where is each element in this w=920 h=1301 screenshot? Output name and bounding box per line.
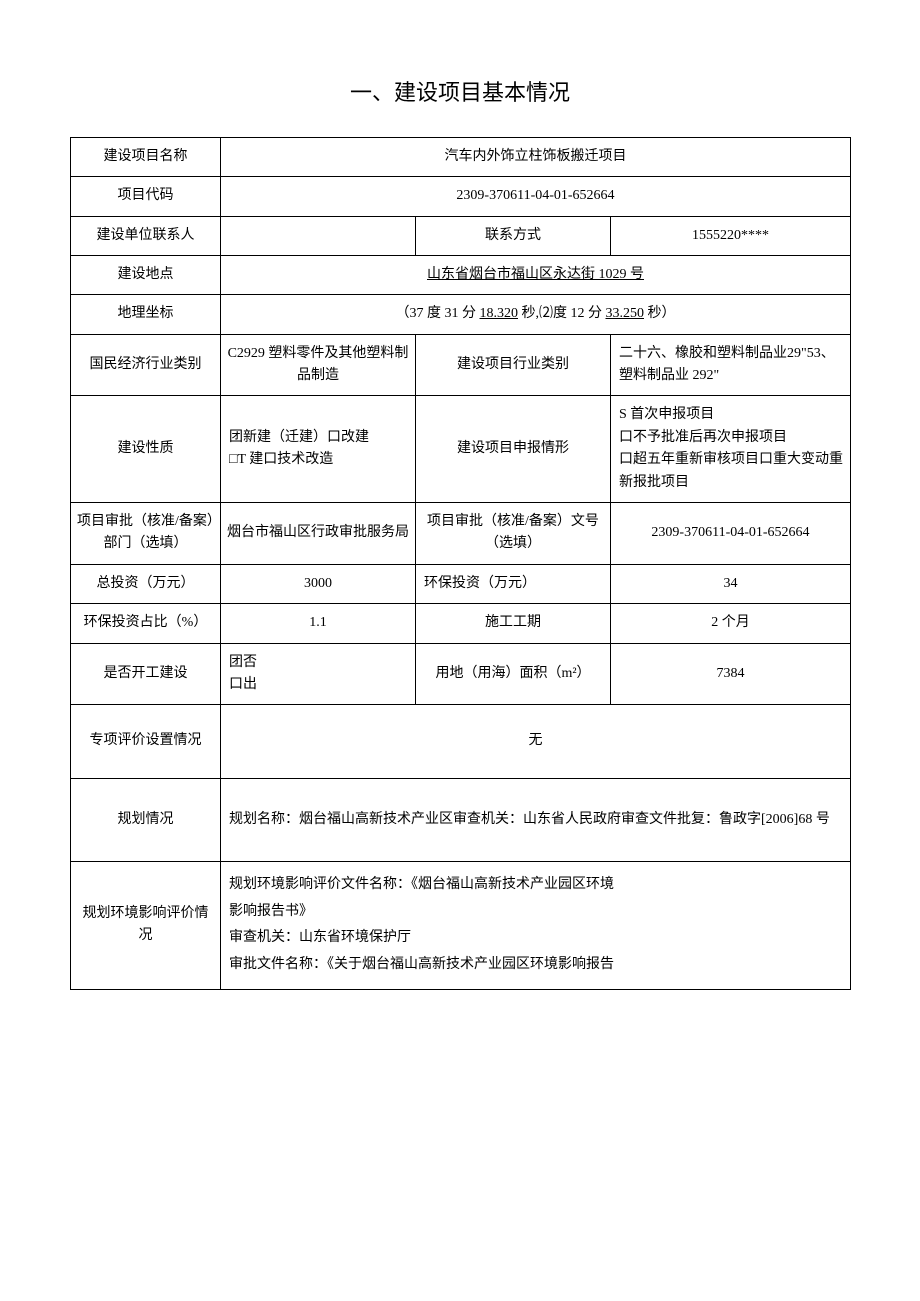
label-declare-type: 建设项目申报情形 xyxy=(416,396,611,503)
label-planning: 规划情况 xyxy=(71,778,221,861)
table-row: 规划情况 规划名称：烟台福山高新技术产业区审查机关：山东省人民政府审查文件批复：… xyxy=(71,778,851,861)
label-started: 是否开工建设 xyxy=(71,643,221,705)
value-proj-industry: 二十六、橡胶和塑料制品业29"53、塑料制品业 292" xyxy=(611,334,851,396)
table-row: 是否开工建设 团否 口出 用地（用海）面积（m²） 7384 xyxy=(71,643,851,705)
value-contact-method: 1555220**** xyxy=(611,216,851,255)
value-env-invest: 34 xyxy=(611,564,851,603)
table-row: 项目代码 2309-370611-04-01-652664 xyxy=(71,177,851,216)
value-approval-dept: 烟台市福山区行政审批服务局 xyxy=(221,503,416,565)
value-project-name: 汽车内外饰立柱饰板搬迁项目 xyxy=(221,137,851,176)
value-land-area: 7384 xyxy=(611,643,851,705)
value-special-eval: 无 xyxy=(221,705,851,778)
table-row: 总投资（万元） 3000 环保投资（万元） 34 xyxy=(71,564,851,603)
value-approval-num: 2309-370611-04-01-652664 xyxy=(611,503,851,565)
label-contact-method: 联系方式 xyxy=(416,216,611,255)
table-row: 专项评价设置情况 无 xyxy=(71,705,851,778)
table-row: 国民经济行业类别 C2929 塑料零件及其他塑料制品制造 建设项目行业类别 二十… xyxy=(71,334,851,396)
label-approval-num: 项目审批（核准/备案）文号（选填） xyxy=(416,503,611,565)
coords-pre: （37 度 31 分 xyxy=(396,306,480,321)
label-land-area: 用地（用海）面积（m²） xyxy=(416,643,611,705)
coords-mid: 秒,⑵度 12 分 xyxy=(518,306,606,321)
table-row: 环保投资占比（%） 1.1 施工工期 2 个月 xyxy=(71,604,851,643)
label-total-invest: 总投资（万元） xyxy=(71,564,221,603)
table-row: 建设单位联系人 联系方式 1555220**** xyxy=(71,216,851,255)
value-env-ratio: 1.1 xyxy=(221,604,416,643)
label-nature: 建设性质 xyxy=(71,396,221,503)
table-row: 建设项目名称 汽车内外饰立柱饰板搬迁项目 xyxy=(71,137,851,176)
label-env-ratio: 环保投资占比（%） xyxy=(71,604,221,643)
value-planning: 规划名称：烟台福山高新技术产业区审查机关：山东省人民政府审查文件批复：鲁政字[2… xyxy=(221,778,851,861)
value-started: 团否 口出 xyxy=(221,643,416,705)
value-location: 山东省烟台市福山区永达街 1029 号 xyxy=(221,255,851,294)
coords-post: 秒） xyxy=(644,306,676,321)
value-declare-type: S 首次申报项目 口不予批准后再次申报项目 口超五年重新审核项目口重大变动重新报… xyxy=(611,396,851,503)
value-period: 2 个月 xyxy=(611,604,851,643)
label-approval-dept: 项目审批（核准/备案）部门（选填） xyxy=(71,503,221,565)
table-row: 项目审批（核准/备案）部门（选填） 烟台市福山区行政审批服务局 项目审批（核准/… xyxy=(71,503,851,565)
coords-u1: 18.320 xyxy=(480,306,519,321)
label-project-code: 项目代码 xyxy=(71,177,221,216)
label-location: 建设地点 xyxy=(71,255,221,294)
value-nature: 团新建（迁建）口改建 □T 建口技术改造 xyxy=(221,396,416,503)
project-info-table: 建设项目名称 汽车内外饰立柱饰板搬迁项目 项目代码 2309-370611-04… xyxy=(70,137,851,990)
table-row: 建设性质 团新建（迁建）口改建 □T 建口技术改造 建设项目申报情形 S 首次申… xyxy=(71,396,851,503)
table-row: 建设地点 山东省烟台市福山区永达街 1029 号 xyxy=(71,255,851,294)
label-env-invest: 环保投资（万元） xyxy=(416,564,611,603)
label-contact-person: 建设单位联系人 xyxy=(71,216,221,255)
value-contact-person xyxy=(221,216,416,255)
label-special-eval: 专项评价设置情况 xyxy=(71,705,221,778)
value-industry-class: C2929 塑料零件及其他塑料制品制造 xyxy=(221,334,416,396)
table-row: 规划环境影响评价情况 规划环境影响评价文件名称：《烟台福山高新技术产业园区环境 … xyxy=(71,862,851,989)
label-proj-industry: 建设项目行业类别 xyxy=(416,334,611,396)
label-period: 施工工期 xyxy=(416,604,611,643)
label-planning-eia: 规划环境影响评价情况 xyxy=(71,862,221,989)
page-title: 一、建设项目基本情况 xyxy=(70,75,850,107)
value-planning-eia: 规划环境影响评价文件名称：《烟台福山高新技术产业园区环境 影响报告书》 审查机关… xyxy=(221,862,851,989)
label-industry-class: 国民经济行业类别 xyxy=(71,334,221,396)
value-total-invest: 3000 xyxy=(221,564,416,603)
value-project-code: 2309-370611-04-01-652664 xyxy=(221,177,851,216)
coords-u2: 33.250 xyxy=(606,306,645,321)
label-project-name: 建设项目名称 xyxy=(71,137,221,176)
label-coords: 地理坐标 xyxy=(71,295,221,334)
value-coords: （37 度 31 分 18.320 秒,⑵度 12 分 33.250 秒） xyxy=(221,295,851,334)
table-row: 地理坐标 （37 度 31 分 18.320 秒,⑵度 12 分 33.250 … xyxy=(71,295,851,334)
